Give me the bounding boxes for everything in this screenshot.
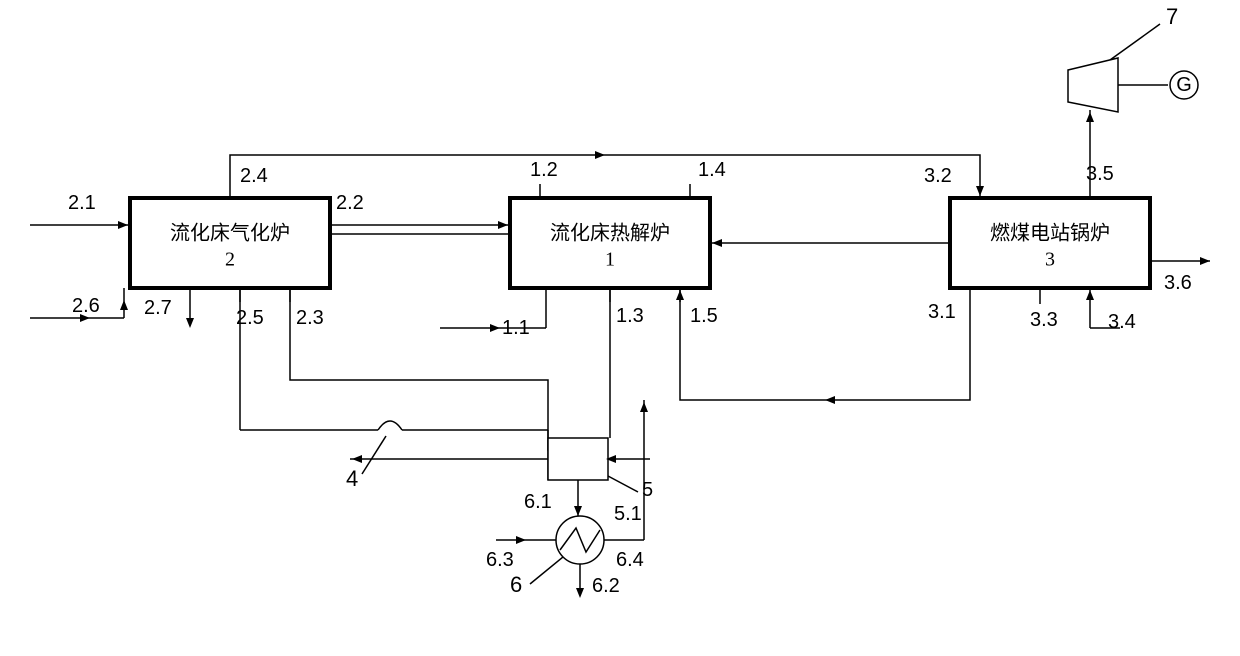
svg-text:2.1: 2.1 (68, 192, 96, 214)
svg-text:3.2: 3.2 (924, 165, 952, 187)
gasifier-block: 流化床气化炉 2 (130, 198, 330, 288)
svg-text:7: 7 (1166, 4, 1178, 29)
svg-text:6.4: 6.4 (616, 549, 644, 571)
svg-text:6.3: 6.3 (486, 549, 514, 571)
boiler-block: 燃煤电站锅炉 3 (950, 198, 1150, 288)
svg-text:2.3: 2.3 (296, 307, 324, 329)
svg-text:1.2: 1.2 (530, 159, 558, 181)
pyrolysis-label-id: 1 (605, 249, 615, 271)
svg-text:1.3: 1.3 (616, 305, 644, 327)
svg-text:1.1: 1.1 (502, 317, 530, 339)
svg-text:6.2: 6.2 (592, 575, 620, 597)
svg-text:3.1: 3.1 (928, 301, 956, 323)
diagram-canvas: 流化床气化炉 2 流化床热解炉 1 燃煤电站锅炉 3 2.1 2.6 2.4 3.2 2.2 2.7 2… (0, 0, 1240, 656)
svg-text:3.4: 3.4 (1108, 311, 1136, 333)
turbine-icon (1068, 58, 1118, 112)
svg-text:2.2: 2.2 (336, 192, 364, 214)
boiler-label-id: 3 (1045, 249, 1055, 271)
svg-text:1.4: 1.4 (698, 159, 726, 181)
svg-text:6: 6 (510, 572, 522, 597)
svg-text:5.1: 5.1 (614, 503, 642, 525)
svg-text:1.5: 1.5 (690, 305, 718, 327)
svg-text:4: 4 (346, 466, 358, 491)
svg-text:3.3: 3.3 (1030, 309, 1058, 331)
gasifier-label-id: 2 (225, 249, 235, 271)
svg-text:2.4: 2.4 (240, 165, 268, 187)
aux-box-5 (548, 438, 608, 480)
svg-text:2.7: 2.7 (144, 297, 172, 319)
pyrolysis-block: 流化床热解炉 1 (510, 198, 710, 288)
pyrolysis-label-cn: 流化床热解炉 (550, 222, 670, 245)
svg-text:3.5: 3.5 (1086, 163, 1114, 185)
svg-text:2.6: 2.6 (72, 295, 100, 317)
svg-text:3.6: 3.6 (1164, 272, 1192, 294)
gasifier-label-cn: 流化床气化炉 (170, 222, 290, 245)
svg-text:6.1: 6.1 (524, 491, 552, 513)
boiler-label-cn: 燃煤电站锅炉 (990, 222, 1110, 245)
svg-text:G: G (1176, 74, 1192, 96)
